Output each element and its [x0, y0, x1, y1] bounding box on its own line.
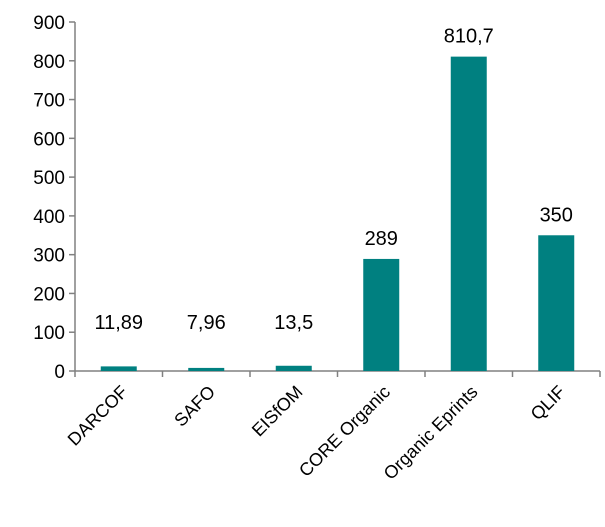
bar-organic-eprints [450, 56, 487, 372]
x-category-label: CORE Organic [295, 382, 394, 481]
x-category-label: Organic Eprints [380, 382, 482, 484]
x-category-label: QLIF [527, 382, 569, 424]
y-tick-label: 500 [33, 168, 65, 189]
bar-qlif [538, 235, 575, 371]
y-tick-label: 900 [33, 13, 65, 34]
y-tick-label: 700 [33, 91, 65, 112]
data-label: 11,89 [94, 312, 143, 334]
data-label: 7,96 [187, 312, 226, 334]
x-category-label: SAFO [170, 382, 219, 431]
y-tick-label: 100 [33, 323, 65, 344]
x-category-label: DARCOF [64, 382, 132, 450]
y-tick-label: 600 [33, 129, 65, 150]
bar-eisfom [275, 365, 312, 371]
y-tick-label: 400 [33, 207, 65, 228]
bar-safo [188, 367, 225, 371]
y-tick-label: 200 [33, 284, 65, 305]
y-tick-label: 800 [33, 52, 65, 73]
data-label: 13,5 [274, 312, 313, 334]
data-label: 810,7 [444, 26, 494, 48]
data-label: 350 [540, 204, 573, 226]
bar-core-organic [363, 258, 400, 371]
y-tick-label: 0 [54, 362, 65, 383]
bar-darcof [100, 366, 137, 371]
y-tick-label: 300 [33, 246, 65, 267]
data-label: 289 [365, 228, 398, 250]
x-category-label: EISfOM [248, 382, 307, 441]
